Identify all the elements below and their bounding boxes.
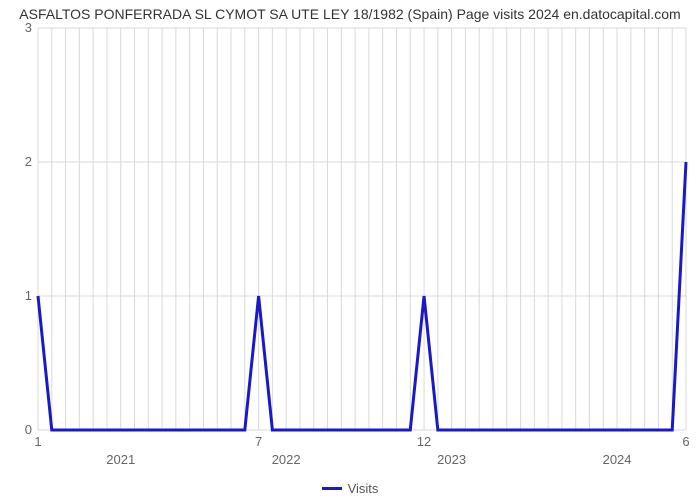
x-value-label: 6 [682, 434, 689, 449]
y-tick-label: 3 [25, 20, 32, 35]
y-tick-label: 1 [25, 288, 32, 303]
x-value-label: 7 [255, 434, 262, 449]
chart-plot [0, 0, 700, 500]
y-tick-label: 2 [25, 154, 32, 169]
x-value-label: 12 [417, 434, 431, 449]
x-category-label: 2022 [272, 452, 301, 467]
legend-label: Visits [348, 481, 379, 496]
x-value-label: 1 [34, 434, 41, 449]
x-category-label: 2021 [106, 452, 135, 467]
y-tick-label: 0 [25, 422, 32, 437]
legend-swatch [322, 487, 342, 490]
legend-item-visits: Visits [322, 481, 379, 496]
x-category-label: 2023 [437, 452, 466, 467]
legend: Visits [0, 478, 700, 496]
chart-container: ASFALTOS PONFERRADA SL CYMOT SA UTE LEY … [0, 0, 700, 500]
x-category-label: 2024 [603, 452, 632, 467]
